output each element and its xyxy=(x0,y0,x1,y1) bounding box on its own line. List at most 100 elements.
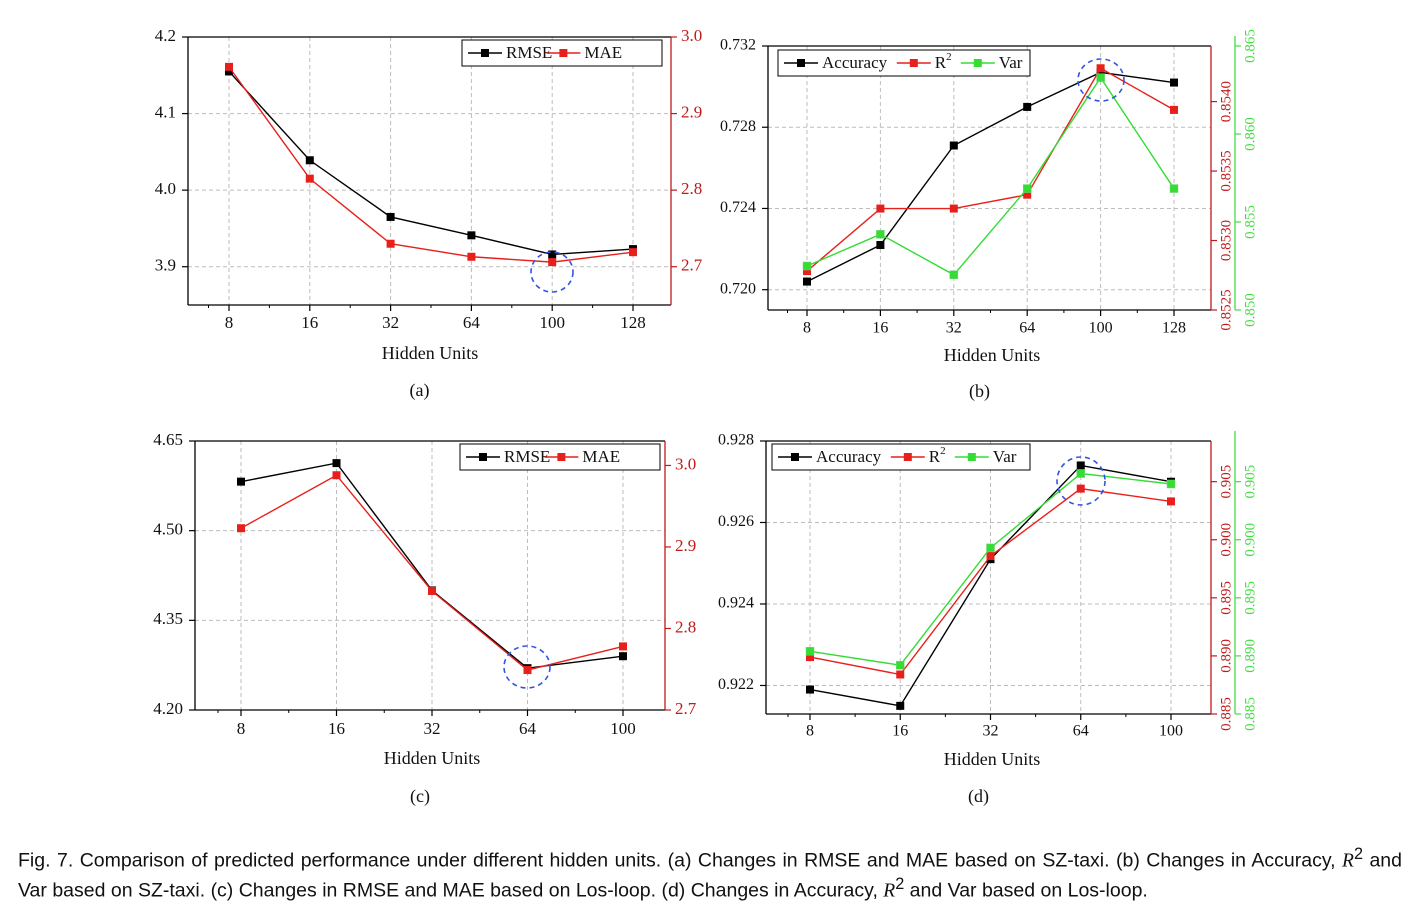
legend-marker-mae xyxy=(559,49,568,57)
right-y-tick-label: 0.8540 xyxy=(1218,81,1234,122)
x-tick-label: 100 xyxy=(1159,723,1183,740)
chart-panel-b: 8 16 32 64 100 128 0.720 0.724 0.728 0.732 0.8525 0… xyxy=(720,29,1258,402)
legend-label-mae: MAE xyxy=(584,43,622,62)
data-point-rmse xyxy=(305,156,314,165)
left-y-tick-label: 0.728 xyxy=(720,118,756,135)
left-y-tick-label: 0.922 xyxy=(718,676,754,693)
series-accuracy xyxy=(803,68,1178,286)
legend-label-var: Var xyxy=(993,447,1017,466)
data-point-mae xyxy=(237,524,245,533)
data-point-r2 xyxy=(896,670,905,679)
panel-label: (b) xyxy=(969,381,990,402)
data-point-var xyxy=(805,647,815,656)
right-y-tick-label: 0.8535 xyxy=(1218,150,1234,191)
legend-marker-accuracy xyxy=(791,453,799,461)
data-point-r2 xyxy=(1167,497,1175,506)
highlight-circle xyxy=(530,251,574,293)
data-point-mae xyxy=(332,471,341,480)
right-y-tick-label: 0.900 xyxy=(1218,523,1234,557)
x-tick-label: 64 xyxy=(1019,320,1035,337)
second-right-y-tick-label: 0.850 xyxy=(1242,293,1258,327)
series-rmse xyxy=(225,67,637,259)
caption-text-1: Fig. 7. Comparison of predicted performa… xyxy=(18,849,1343,872)
x-tick-label: 16 xyxy=(301,313,318,332)
data-point-var xyxy=(986,543,995,553)
x-tick-label: 64 xyxy=(463,313,481,332)
grid-lines xyxy=(188,37,671,305)
legend-marker-rmse xyxy=(481,49,489,57)
x-tick-label: 8 xyxy=(237,719,246,738)
legend-label-rmse: RMSE xyxy=(504,447,550,466)
x-tick-label: 8 xyxy=(225,313,234,332)
data-point-mae xyxy=(523,666,532,675)
data-point-r2 xyxy=(806,653,814,662)
legend-label-mae: MAE xyxy=(582,447,620,466)
legend-label-accuracy: Accuracy xyxy=(816,447,882,466)
data-point-accuracy xyxy=(806,685,814,694)
legend: RMSE MAE xyxy=(461,39,663,67)
data-point-var xyxy=(876,230,885,239)
x-tick-label: 64 xyxy=(1073,723,1089,740)
data-point-var xyxy=(1096,73,1105,82)
data-point-accuracy xyxy=(949,141,958,150)
caption-text-3: and Var based on Los-loop. xyxy=(904,879,1148,901)
series-mae xyxy=(225,62,637,267)
left-y-tick-label: 4.20 xyxy=(153,699,183,718)
data-point-rmse xyxy=(386,212,395,221)
data-point-var xyxy=(1022,184,1032,193)
legend-marker-mae xyxy=(557,453,566,461)
legend-label-var: Var xyxy=(999,53,1023,72)
x-tick-label: 32 xyxy=(983,723,999,740)
data-point-mae xyxy=(386,239,395,248)
series-var xyxy=(802,73,1179,280)
series-line-var xyxy=(806,76,1175,276)
data-point-var xyxy=(802,261,812,271)
x-axis-title: Hidden Units xyxy=(944,749,1041,769)
data-point-rmse xyxy=(619,652,627,661)
data-point-r2 xyxy=(949,204,958,213)
x-tick-label: 8 xyxy=(806,723,814,740)
legend-marker-var xyxy=(973,59,982,67)
right-y-tick-label: 2.9 xyxy=(675,536,696,555)
legend-label-superscript: 2 xyxy=(946,51,952,63)
data-point-accuracy xyxy=(1170,78,1178,87)
right-y-tick-label: 2.7 xyxy=(675,699,697,718)
data-point-accuracy xyxy=(896,701,905,710)
series-r2 xyxy=(806,484,1175,679)
data-point-mae xyxy=(548,258,557,267)
panel-label: (c) xyxy=(410,786,430,807)
second-right-y-tick-label: 0.860 xyxy=(1242,117,1258,151)
x-tick-label: 16 xyxy=(328,719,345,738)
legend-marker-accuracy xyxy=(797,59,805,67)
left-y-tick-label: 3.9 xyxy=(155,256,176,275)
caption-sup-2: 2 xyxy=(895,874,905,893)
right-y-tick-label: 0.885 xyxy=(1218,697,1234,731)
x-tick-label: 100 xyxy=(539,313,565,332)
data-point-mae xyxy=(225,62,233,71)
legend-label-rmse: RMSE xyxy=(506,43,552,62)
left-y-tick-label: 0.926 xyxy=(718,513,754,530)
series-line-accuracy xyxy=(806,71,1175,283)
data-point-accuracy xyxy=(803,277,811,286)
data-point-r2 xyxy=(1096,64,1105,73)
left-y-tick-label: 0.928 xyxy=(718,432,754,449)
right-y-tick-label: 2.8 xyxy=(681,179,702,198)
data-point-accuracy xyxy=(876,241,885,250)
x-tick-label: 32 xyxy=(424,719,441,738)
highlight-circle xyxy=(1077,58,1125,102)
x-axis-title: Hidden Units xyxy=(384,748,481,768)
second-right-y-tick-label: 0.895 xyxy=(1242,581,1258,615)
x-tick-label: 32 xyxy=(382,313,399,332)
data-point-rmse xyxy=(332,459,341,468)
data-point-mae xyxy=(619,642,627,651)
right-y-tick-label: 0.8530 xyxy=(1218,220,1234,261)
data-point-r2 xyxy=(1170,105,1178,114)
series-var xyxy=(805,469,1176,670)
right-y-tick-label: 0.895 xyxy=(1218,581,1234,615)
panel-label: (a) xyxy=(410,380,430,401)
series-line-mae xyxy=(228,66,634,263)
right-y-tick-label: 0.905 xyxy=(1218,465,1234,499)
left-y-tick-label: 4.35 xyxy=(153,609,183,628)
left-y-tick-label: 0.924 xyxy=(718,595,754,612)
